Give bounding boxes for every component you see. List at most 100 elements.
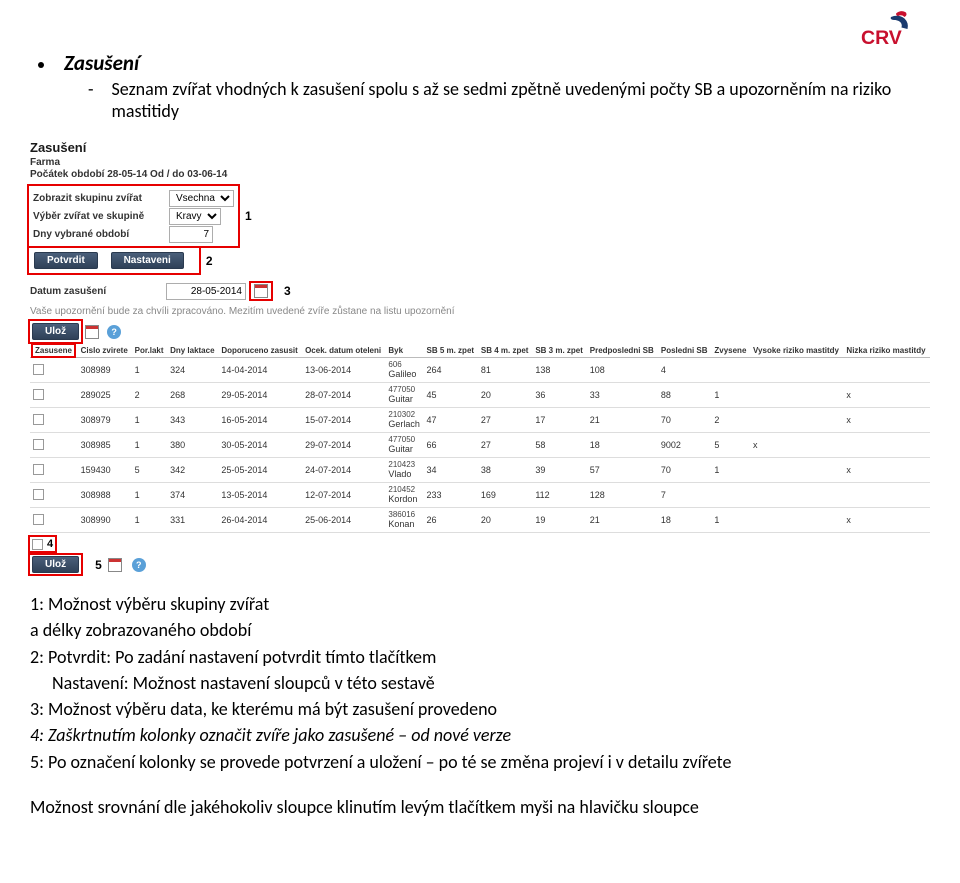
col-sbl[interactable]: Posledni SB [658, 344, 712, 358]
col-vr[interactable]: Vysoke riziko mastitdy [750, 344, 843, 358]
cell-sbl: 18 [658, 508, 712, 533]
cell-sb4: 169 [478, 483, 532, 508]
col-zvy[interactable]: Zvysene [711, 344, 750, 358]
cell-ocek: 13-06-2014 [302, 358, 385, 383]
cell-lakt: 1 [132, 408, 167, 433]
row-checkbox[interactable] [33, 439, 44, 450]
row-checkbox[interactable] [33, 389, 44, 400]
cell-zvy [711, 483, 750, 508]
col-sb4[interactable]: SB 4 m. zpet [478, 344, 532, 358]
cell-dny: 380 [167, 433, 218, 458]
cell-sb3: 19 [532, 508, 586, 533]
note-1: 1: Možnost výběru skupiny zvířat [30, 592, 930, 616]
cell-lakt: 2 [132, 383, 167, 408]
cell-lakt: 1 [132, 358, 167, 383]
cell-vr [750, 458, 843, 483]
cell-sb4: 81 [478, 358, 532, 383]
save-button-bottom[interactable]: Ulož [32, 556, 79, 573]
cell-sbp: 108 [587, 358, 658, 383]
cell-sbl: 7 [658, 483, 712, 508]
cell-zvy: 1 [711, 458, 750, 483]
page-title: Zasušení [64, 50, 139, 76]
cell-vr [750, 483, 843, 508]
cell-dny: 331 [167, 508, 218, 533]
table-row: 308989132414-04-201413-06-2014606Galileo… [30, 358, 930, 383]
cell-lakt: 1 [132, 433, 167, 458]
period-label: Počátek období 28-05-14 Od / do 03-06-14 [30, 169, 930, 180]
cell-sb5: 66 [423, 433, 477, 458]
cell-nr: x [843, 458, 930, 483]
cell-sb5: 34 [423, 458, 477, 483]
calendar-icon-2[interactable] [85, 325, 99, 339]
cell-sbp: 57 [587, 458, 658, 483]
confirm-button[interactable]: Potvrdit [34, 252, 98, 269]
cell-id: 308988 [78, 483, 132, 508]
row-checkbox[interactable] [33, 364, 44, 375]
calendar-icon-3[interactable] [108, 558, 122, 572]
col-zasusene[interactable]: Zasusene [33, 345, 74, 356]
cell-sbp: 21 [587, 408, 658, 433]
cell-zvy: 5 [711, 433, 750, 458]
cell-sb3: 112 [532, 483, 586, 508]
col-nr[interactable]: Nizka riziko mastitdy [843, 344, 930, 358]
cell-ocek: 25-06-2014 [302, 508, 385, 533]
cell-sbp: 21 [587, 508, 658, 533]
table-row: 308979134316-05-201415-07-2014210302Gerl… [30, 408, 930, 433]
cell-ocek: 28-07-2014 [302, 383, 385, 408]
row-checkbox[interactable] [33, 489, 44, 500]
cell-sbl: 70 [658, 458, 712, 483]
table-header: Zasusene Cislo zvirete Por.lakt Dny lakt… [30, 344, 930, 358]
col-sb3[interactable]: SB 3 m. zpet [532, 344, 586, 358]
table-row: 308985138030-05-201429-07-2014477050Guit… [30, 433, 930, 458]
col-sbp[interactable]: Predposledni SB [587, 344, 658, 358]
cell-sb3: 39 [532, 458, 586, 483]
date-input[interactable] [166, 283, 246, 300]
selection-select[interactable]: Kravy [169, 208, 221, 225]
cell-lakt: 5 [132, 458, 167, 483]
farm-label: Farma [30, 157, 930, 168]
svg-text:CRV: CRV [861, 27, 902, 49]
settings-button[interactable]: Nastaveni [111, 252, 184, 269]
save-button-top[interactable]: Ulož [32, 323, 79, 340]
col-cislo[interactable]: Cislo zvirete [78, 344, 132, 358]
col-dop[interactable]: Doporuceno zasusit [218, 344, 302, 358]
help-icon-2[interactable]: ? [132, 558, 146, 572]
bottom-checkbox[interactable] [32, 539, 43, 550]
calendar-icon[interactable] [254, 284, 268, 298]
col-dny[interactable]: Dny laktace [167, 344, 218, 358]
row-checkbox[interactable] [33, 514, 44, 525]
table-row: 308990133126-04-201425-06-2014386016Kona… [30, 508, 930, 533]
row-checkbox[interactable] [33, 464, 44, 475]
cell-id: 308985 [78, 433, 132, 458]
help-icon[interactable]: ? [107, 325, 121, 339]
cell-sbl: 4 [658, 358, 712, 383]
page-subtitle: Seznam zvířat vhodných k zasušení spolu … [112, 78, 930, 122]
cell-zvy [711, 358, 750, 383]
cell-dny: 324 [167, 358, 218, 383]
col-byk[interactable]: Byk [385, 344, 423, 358]
cell-nr: x [843, 508, 930, 533]
cell-zvy: 1 [711, 508, 750, 533]
row-checkbox[interactable] [33, 414, 44, 425]
cell-id: 289025 [78, 383, 132, 408]
col-lakt[interactable]: Por.lakt [132, 344, 167, 358]
note-4: 4: Zaškrtnutím kolonky označit zvíře jak… [30, 723, 930, 747]
table-row: 289025226829-05-201428-07-2014477050Guit… [30, 383, 930, 408]
tag4-inline: 4 [47, 538, 53, 550]
col-ocek[interactable]: Ocek. datum oteleni [302, 344, 385, 358]
screenshot-panel: Zasušení Farma Počátek období 28-05-14 O… [30, 140, 930, 574]
cell-ocek: 29-07-2014 [302, 433, 385, 458]
cell-sbp: 18 [587, 433, 658, 458]
cell-dop: 25-05-2014 [218, 458, 302, 483]
cell-dop: 16-05-2014 [218, 408, 302, 433]
cell-ocek: 15-07-2014 [302, 408, 385, 433]
data-table: Zasusene Cislo zvirete Por.lakt Dny lakt… [30, 344, 930, 533]
col-sb5[interactable]: SB 5 m. zpet [423, 344, 477, 358]
cell-sb3: 58 [532, 433, 586, 458]
group-select[interactable]: Vsechna [169, 190, 234, 207]
days-input[interactable] [169, 226, 213, 243]
cell-ocek: 24-07-2014 [302, 458, 385, 483]
cell-sbl: 9002 [658, 433, 712, 458]
group-label: Zobrazit skupinu zvířat [33, 193, 163, 204]
bullet-icon [38, 62, 44, 68]
